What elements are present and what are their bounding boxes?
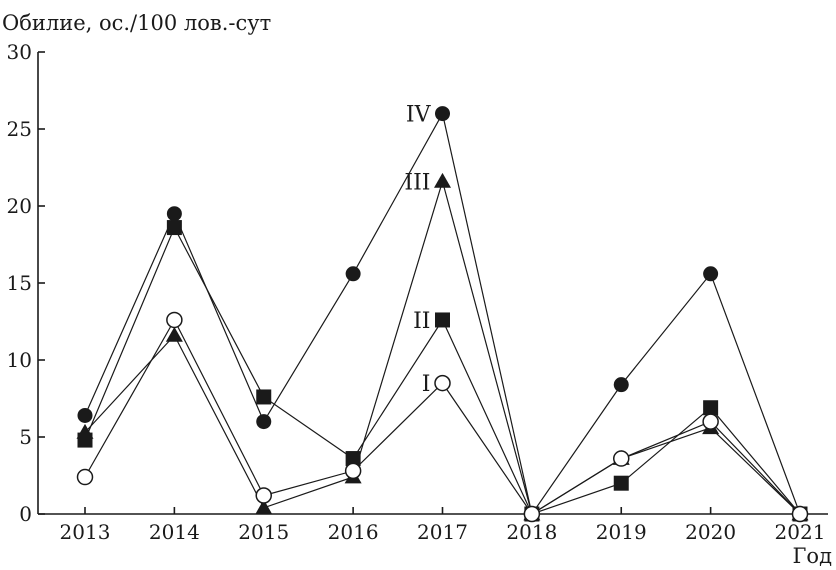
data-point-I	[76, 468, 94, 486]
y-tick-label: 30	[7, 40, 32, 64]
data-point-IV	[613, 377, 629, 393]
x-tick-label: 2020	[685, 520, 736, 544]
x-tick-label: 2018	[506, 520, 557, 544]
series-label-I: I	[422, 372, 431, 397]
y-axis-title: Обилие, ос./100 лов.-сут	[2, 11, 271, 35]
x-tick-label: 2014	[149, 520, 200, 544]
data-point-IV	[435, 106, 450, 122]
data-point-I	[791, 505, 809, 523]
data-point-IV	[166, 206, 182, 222]
series-line-III	[84, 179, 801, 515]
x-tick-label: 2013	[60, 520, 111, 544]
y-tick-label: 25	[7, 117, 32, 141]
x-tick-label: 2017	[417, 520, 468, 544]
y-tick-label: 20	[7, 194, 32, 218]
y-tick-label: 5	[19, 425, 32, 449]
x-tick-label: 2019	[596, 520, 647, 544]
data-point-III	[434, 172, 451, 188]
data-point-II	[77, 432, 93, 448]
data-point-I	[344, 462, 362, 480]
data-point-III	[255, 499, 273, 515]
data-point-I	[613, 450, 630, 467]
data-point-I	[523, 505, 541, 523]
data-point-III	[165, 326, 183, 342]
series-line-I	[84, 318, 801, 515]
x-axis-ticks: 2013 2014 2015 2016 2017 2018 2019 2020 2021	[60, 507, 826, 544]
data-point-IV	[345, 266, 361, 282]
data-point-IV	[703, 266, 719, 282]
x-axis-title: Год	[793, 544, 833, 568]
data-point-II	[166, 220, 182, 236]
series-label-II: II	[413, 309, 430, 334]
y-tick-label: 10	[7, 348, 32, 372]
series-label-IV: IV	[406, 103, 432, 128]
y-axis-ticks: 0 5 10 15 20 25 30	[7, 40, 45, 526]
data-point-II	[345, 451, 361, 467]
data-point-II	[435, 312, 450, 328]
data-point-I	[255, 487, 272, 504]
y-tick-label: 15	[7, 271, 32, 295]
series-label-III: III	[404, 170, 430, 195]
data-point-I	[702, 413, 719, 430]
data-point-IV	[77, 407, 93, 423]
data-point-II	[613, 475, 629, 491]
y-tick-label: 0	[19, 502, 32, 526]
x-tick-label: 2015	[238, 520, 289, 544]
data-point-II	[703, 400, 719, 416]
series-markers	[76, 106, 809, 523]
data-point-I	[434, 374, 451, 392]
axes	[37, 52, 828, 515]
x-tick-label: 2016	[328, 520, 379, 544]
data-point-I	[166, 311, 183, 329]
x-tick-label: 2021	[775, 520, 826, 544]
data-point-II	[256, 389, 272, 405]
data-point-IV	[256, 414, 272, 430]
